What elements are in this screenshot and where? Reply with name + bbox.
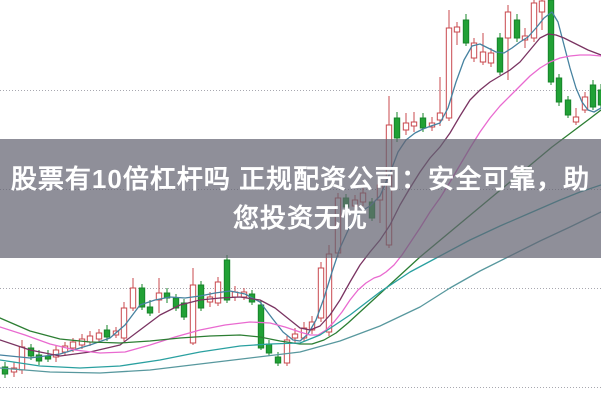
headline: 股票有10倍杠杆吗 正规配资公司：安全可靠，助 您投资无忧 bbox=[0, 160, 601, 238]
headline-line-1: 股票有10倍杠杆吗 正规配资公司：安全可靠，助 bbox=[10, 163, 591, 194]
headline-line-2: 您投资无忧 bbox=[232, 202, 368, 233]
title-overlay-band: 股票有10倍杠杆吗 正规配资公司：安全可靠，助 您投资无忧 bbox=[0, 139, 601, 258]
